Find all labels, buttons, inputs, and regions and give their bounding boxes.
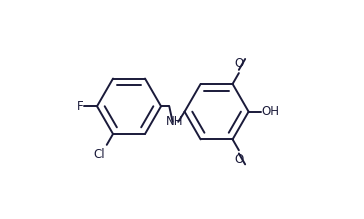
Text: F: F xyxy=(77,100,84,113)
Text: OH: OH xyxy=(262,105,280,118)
Text: Cl: Cl xyxy=(93,148,105,161)
Text: O: O xyxy=(234,153,244,166)
Text: NH: NH xyxy=(166,115,183,128)
Text: O: O xyxy=(234,58,244,71)
